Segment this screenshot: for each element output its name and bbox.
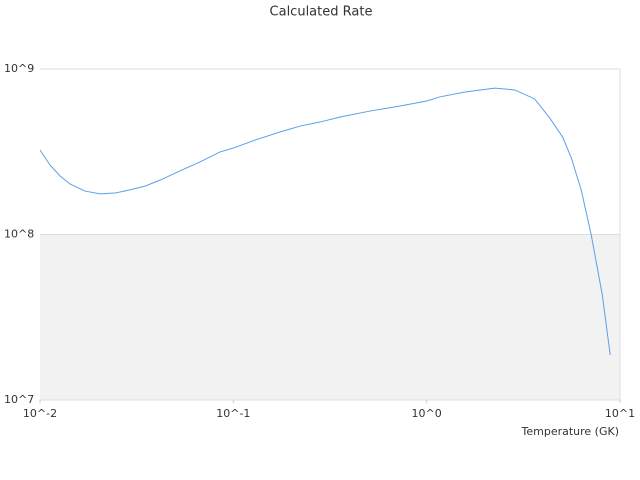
y-tick-label: 10^8 [4, 228, 34, 241]
chart-title: Calculated Rate [270, 5, 373, 20]
x-tick-label: 10^-2 [23, 407, 57, 420]
plot-background [40, 68, 621, 401]
x-tick-label: 10^1 [605, 407, 635, 420]
x-tick-label: 10^-1 [216, 407, 250, 420]
band [40, 234, 620, 400]
line [39, 87, 611, 356]
x-axis-label: Temperature (GK) [521, 425, 620, 438]
x-tick-label: 10^0 [412, 407, 442, 420]
y-tick-label: 10^7 [4, 393, 34, 406]
y-tick-label: 10^9 [4, 62, 34, 75]
